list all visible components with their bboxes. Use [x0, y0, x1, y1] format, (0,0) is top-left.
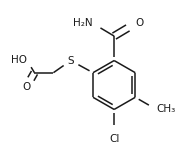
Text: S: S	[67, 56, 74, 66]
Text: O: O	[135, 18, 144, 28]
Text: O: O	[22, 82, 31, 92]
Text: H₂N: H₂N	[73, 18, 93, 28]
Text: CH₃: CH₃	[156, 104, 176, 114]
Text: Cl: Cl	[109, 134, 119, 144]
Text: HO: HO	[11, 55, 26, 65]
